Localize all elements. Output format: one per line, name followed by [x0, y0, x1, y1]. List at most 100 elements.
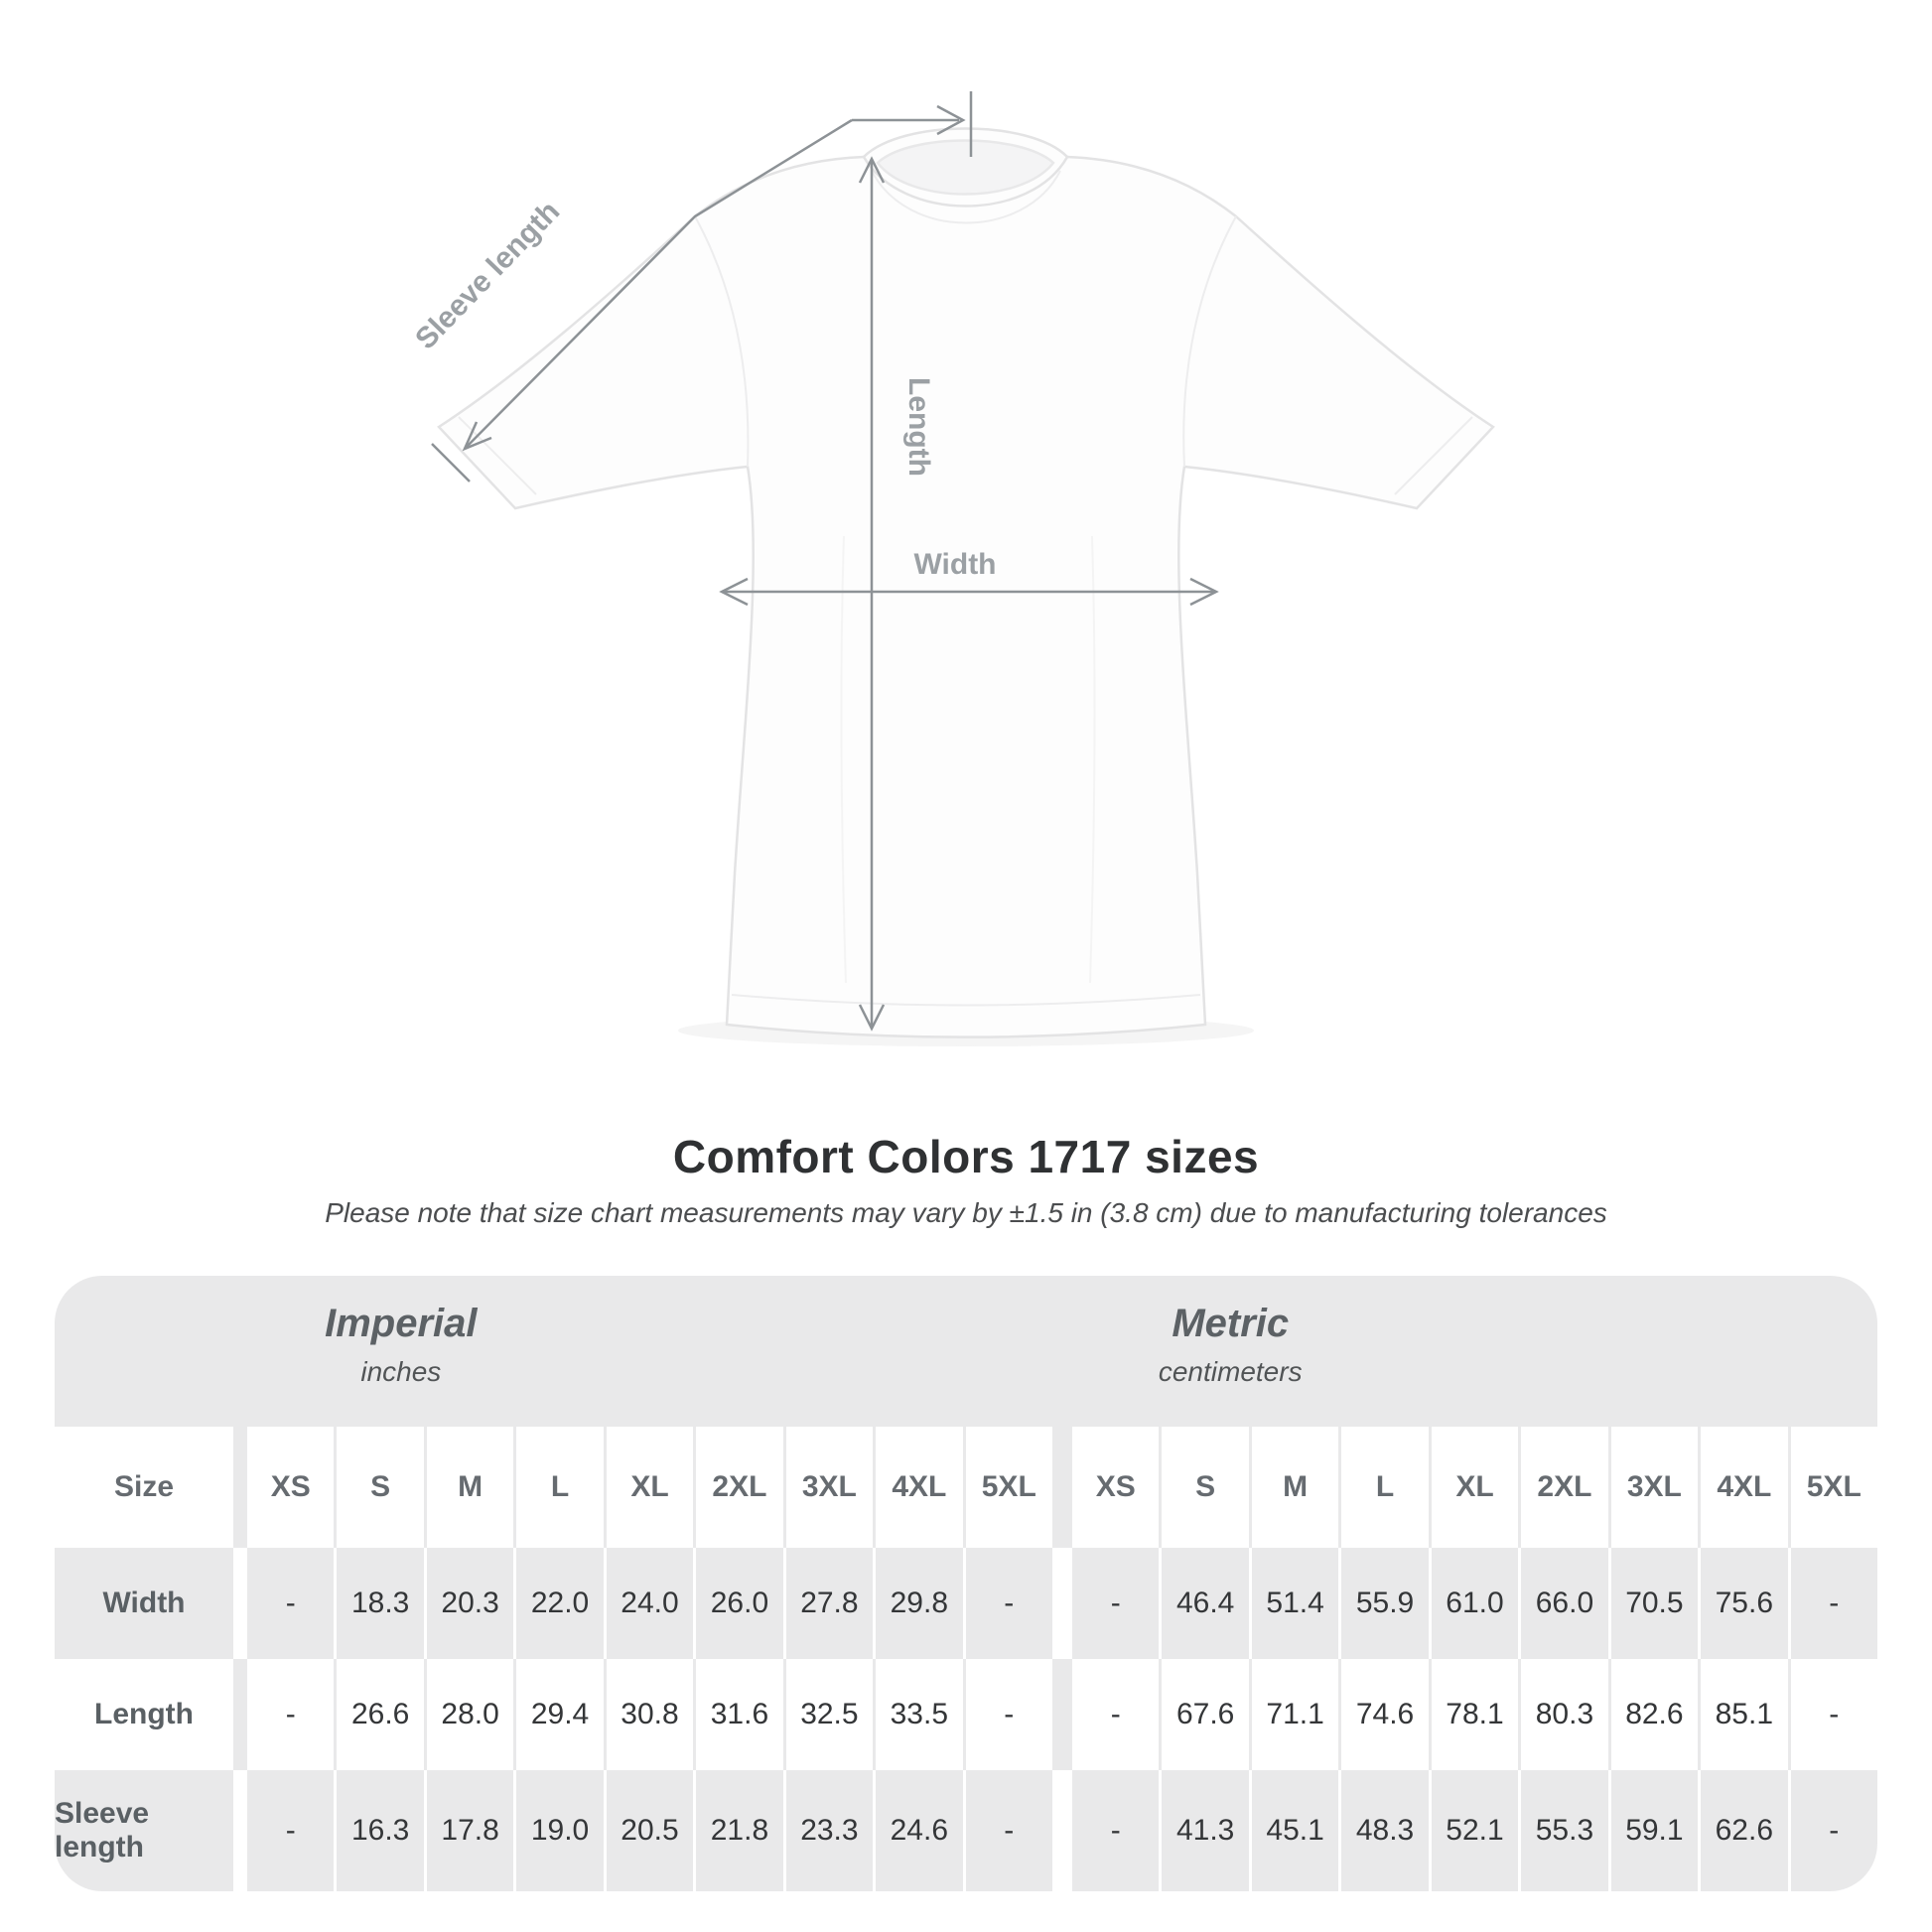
size-header-metric: 3XL: [1610, 1427, 1699, 1548]
row-label: Sleeve length: [55, 1770, 233, 1891]
table-cell: 23.3: [785, 1770, 874, 1891]
table-cell: 16.3: [337, 1770, 424, 1891]
table-cell: 27.8: [785, 1548, 874, 1659]
shirt-seams: [458, 170, 1473, 1007]
column-spacer: [236, 1770, 244, 1891]
table-cell: -: [247, 1659, 335, 1770]
size-header-metric: XL: [1431, 1427, 1519, 1548]
table-cell: 26.6: [337, 1659, 424, 1770]
table-cell: 31.6: [696, 1659, 783, 1770]
column-spacer: [1055, 1548, 1069, 1659]
table-cell: 29.4: [516, 1659, 604, 1770]
table-cell: 71.1: [1251, 1659, 1339, 1770]
column-spacer: [1055, 1427, 1069, 1548]
table-cell: 22.0: [516, 1548, 604, 1659]
table-cell: 61.0: [1431, 1548, 1519, 1659]
size-header-imperial: 3XL: [785, 1427, 874, 1548]
table-cell: 78.1: [1431, 1659, 1519, 1770]
metric-unit: centimeters: [1158, 1356, 1303, 1387]
table-cell: 59.1: [1610, 1770, 1699, 1891]
table-row: Width -18.3 20.3 22.0 24.0 26.0 27.8 29.8- -46.4…: [55, 1548, 1877, 1659]
size-header-metric: 2XL: [1521, 1427, 1608, 1548]
table-cell: 17.8: [426, 1770, 514, 1891]
imperial-unit: inches: [360, 1356, 442, 1387]
length-dimension: [858, 156, 886, 1032]
table-cell: 85.1: [1701, 1659, 1788, 1770]
table-cell: 62.6: [1701, 1770, 1788, 1891]
column-spacer: [1055, 1770, 1069, 1891]
table-cell: 55.3: [1521, 1770, 1608, 1891]
table-cell: -: [1790, 1548, 1877, 1659]
metric-header: Metric centimeters: [1159, 1302, 1303, 1388]
sleeve-length-label: Sleeve length: [409, 195, 566, 355]
table-cell: 70.5: [1610, 1548, 1699, 1659]
table-cell: 74.6: [1341, 1659, 1429, 1770]
size-header-imperial: S: [337, 1427, 424, 1548]
table-cell: 33.5: [876, 1659, 963, 1770]
table-cell: -: [1790, 1770, 1877, 1891]
size-header-imperial: M: [426, 1427, 514, 1548]
table-cell: 24.6: [876, 1770, 963, 1891]
tshirt-illustration: [437, 127, 1495, 1038]
width-dimension: [719, 577, 1219, 607]
shirt-neck-opening: [876, 139, 1055, 196]
page-title: Comfort Colors 1717 sizes: [672, 1131, 1260, 1182]
table-cell: 41.3: [1162, 1770, 1249, 1891]
table-cell: -: [965, 1659, 1052, 1770]
size-header-imperial: L: [516, 1427, 604, 1548]
size-header-metric: XS: [1071, 1427, 1160, 1548]
table-cell: 45.1: [1251, 1770, 1339, 1891]
size-header-metric: 4XL: [1701, 1427, 1788, 1548]
table-row: Size XS S M L XL 2XL 3XL 4XL 5XL XS S M L XL 2XL 3XL 4XL 5…: [55, 1427, 1877, 1548]
size-column-header: Size: [55, 1427, 233, 1548]
table-cell: 48.3: [1341, 1770, 1429, 1891]
size-header-metric: L: [1341, 1427, 1429, 1548]
table-cell: 32.5: [785, 1659, 874, 1770]
table-cell: 19.0: [516, 1770, 604, 1891]
column-spacer: [236, 1548, 244, 1659]
shirt-body: [437, 155, 1495, 1038]
table-cell: -: [1071, 1770, 1160, 1891]
table-cell: 82.6: [1610, 1659, 1699, 1770]
table-cell: 51.4: [1251, 1548, 1339, 1659]
row-label: Width: [55, 1548, 233, 1659]
table-cell: 21.8: [696, 1770, 783, 1891]
table-cell: -: [1071, 1659, 1160, 1770]
column-spacer: [1055, 1659, 1069, 1770]
size-header-metric: 5XL: [1790, 1427, 1877, 1548]
dimension-lines: [431, 91, 1219, 1032]
table-cell: 20.5: [606, 1770, 694, 1891]
size-header-imperial: XS: [247, 1427, 335, 1548]
table-cell: 24.0: [606, 1548, 694, 1659]
tshirt-diagram: Sleeve length Length Width: [409, 91, 1495, 1038]
metric-label: Metric: [1172, 1302, 1290, 1345]
unit-headers: Imperial inches Metric centimeters: [55, 1276, 1877, 1427]
table-cell: 75.6: [1701, 1548, 1788, 1659]
table-cell: 20.3: [426, 1548, 514, 1659]
table-cell: -: [1071, 1548, 1160, 1659]
imperial-label: Imperial: [325, 1302, 478, 1345]
size-table-card: Imperial inches Metric centimeters Size X…: [55, 1276, 1877, 1891]
table-cell: 26.0: [696, 1548, 783, 1659]
size-header-metric: S: [1162, 1427, 1249, 1548]
size-header-imperial: 5XL: [965, 1427, 1052, 1548]
size-header-imperial: 2XL: [696, 1427, 783, 1548]
table-cell: 28.0: [426, 1659, 514, 1770]
length-label: Length: [902, 377, 935, 477]
size-grid: Size XS S M L XL 2XL 3XL 4XL 5XL XS S M L XL 2XL 3XL 4XL 5…: [55, 1427, 1877, 1891]
table-cell: -: [247, 1548, 335, 1659]
table-cell: 80.3: [1521, 1659, 1608, 1770]
table-cell: -: [247, 1770, 335, 1891]
table-cell: 30.8: [606, 1659, 694, 1770]
row-label: Length: [55, 1659, 233, 1770]
table-cell: -: [1790, 1659, 1877, 1770]
table-cell: 46.4: [1162, 1548, 1249, 1659]
table-cell: -: [965, 1770, 1052, 1891]
imperial-header: Imperial inches: [325, 1302, 477, 1388]
table-row: Sleeve length -16.3 17.8 19.0 20.5 21.8 23.3 24…: [55, 1770, 1877, 1891]
table-cell: -: [965, 1548, 1052, 1659]
table-cell: 55.9: [1341, 1548, 1429, 1659]
table-cell: 18.3: [337, 1548, 424, 1659]
size-header-imperial: 4XL: [876, 1427, 963, 1548]
